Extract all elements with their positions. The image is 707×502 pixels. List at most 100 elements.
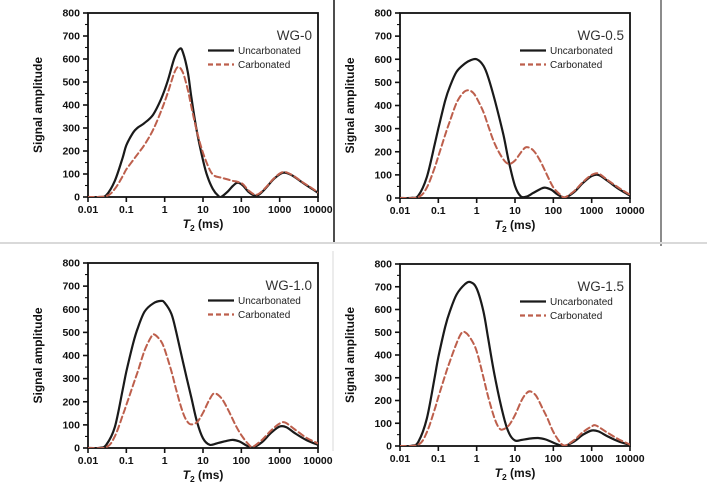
x-tick-label: 0.01 bbox=[78, 204, 99, 216]
x-tick-label: 0.01 bbox=[78, 455, 99, 467]
y-tick-label: 600 bbox=[374, 304, 392, 316]
panel-label: WG-0.5 bbox=[577, 28, 624, 43]
y-tick-label: 800 bbox=[374, 259, 392, 271]
x-tick-label: 10000 bbox=[303, 204, 332, 216]
legend-label: Carbonated bbox=[238, 60, 290, 71]
y-tick-label: 700 bbox=[62, 31, 80, 43]
y-tick-label: 500 bbox=[62, 77, 80, 89]
chart-panel-wg-1-0: 0 100 200 300 400 500 600 700 800 0.01 0.1 1 10 100 10… bbox=[0, 251, 350, 502]
y-tick-label: 0 bbox=[74, 443, 80, 455]
chart-wg-1-0: 0 100 200 300 400 500 600 700 800 0.01 0.1 1 10 100 10… bbox=[31, 258, 333, 485]
y-tick-label: 200 bbox=[62, 146, 80, 158]
x-tick-label: 10 bbox=[197, 455, 209, 467]
curve-uncarbonated bbox=[400, 57, 630, 198]
y-tick-label: 200 bbox=[374, 146, 392, 158]
column-divider-bottom-faint bbox=[332, 251, 334, 451]
y-tick-label: 700 bbox=[374, 31, 392, 43]
x-tick-label: 0.01 bbox=[390, 453, 411, 465]
x-tick-label: 10000 bbox=[303, 455, 332, 467]
curve-carbonated bbox=[88, 333, 318, 448]
chart-wg-0: 0 100 200 300 400 500 600 700 800 0.01 0.1 1 10 100 10… bbox=[31, 8, 333, 234]
legend-label: Carbonated bbox=[238, 310, 290, 321]
x-tick-label: 10000 bbox=[615, 205, 644, 217]
chart-wg-1-5: 0 100 200 300 400 500 600 700 800 0.01 0.1 1 10 100 10… bbox=[343, 259, 645, 483]
y-tick-label: 300 bbox=[374, 123, 392, 135]
chart-panel-wg-1-5: 0 100 200 300 400 500 600 700 800 0.01 0.1 1 10 100 10… bbox=[312, 251, 664, 502]
y-tick-label: 0 bbox=[74, 192, 80, 204]
x-tick-label: 1000 bbox=[268, 204, 292, 216]
chart-panel-wg-0-5: 0 100 200 300 400 500 600 700 800 0.01 0.1 1 10 100 10… bbox=[312, 0, 664, 246]
curve-carbonated bbox=[88, 65, 318, 197]
y-tick-label: 100 bbox=[62, 419, 80, 431]
y-tick-label: 400 bbox=[62, 350, 80, 362]
y-tick-label: 200 bbox=[62, 396, 80, 408]
y-axis-title: Signal amplitude bbox=[31, 307, 45, 403]
legend-label: Carbonated bbox=[550, 311, 602, 322]
y-axis-title: Signal amplitude bbox=[343, 57, 357, 153]
y-tick-label: 800 bbox=[62, 8, 80, 20]
x-tick-label: 10000 bbox=[615, 453, 644, 465]
y-axis-title: Signal amplitude bbox=[31, 57, 45, 153]
chart-panel-wg-0: 0 100 200 300 400 500 600 700 800 0.01 0.1 1 10 100 10… bbox=[0, 0, 350, 246]
x-axis-title: T2 (ms) bbox=[183, 468, 224, 484]
y-tick-label: 500 bbox=[62, 327, 80, 339]
x-tick-label: 10 bbox=[509, 205, 521, 217]
curve-uncarbonated bbox=[400, 280, 630, 446]
x-tick-label: 0.01 bbox=[390, 205, 411, 217]
legend-label: Uncarbonated bbox=[550, 46, 613, 57]
x-tick-label: 1 bbox=[162, 204, 168, 216]
y-tick-label: 600 bbox=[374, 54, 392, 66]
x-tick-label: 100 bbox=[233, 455, 251, 467]
y-tick-label: 800 bbox=[62, 258, 80, 270]
row-divider bbox=[0, 242, 707, 244]
x-tick-label: 100 bbox=[545, 205, 563, 217]
y-tick-label: 700 bbox=[62, 281, 80, 293]
x-tick-label: 0.1 bbox=[119, 455, 134, 467]
y-tick-label: 300 bbox=[62, 373, 80, 385]
column-divider-top-left bbox=[333, 0, 335, 243]
x-tick-label: 1000 bbox=[580, 453, 604, 465]
panel-label: WG-1.0 bbox=[265, 278, 312, 293]
y-tick-label: 100 bbox=[374, 169, 392, 181]
x-tick-label: 1000 bbox=[268, 455, 292, 467]
legend-label: Uncarbonated bbox=[238, 46, 301, 57]
column-divider-top-right bbox=[660, 0, 662, 246]
y-tick-label: 400 bbox=[374, 350, 392, 362]
x-tick-label: 10 bbox=[197, 204, 209, 216]
y-tick-label: 400 bbox=[62, 100, 80, 112]
legend-label: Uncarbonated bbox=[550, 297, 613, 308]
y-tick-label: 100 bbox=[62, 169, 80, 181]
y-tick-label: 100 bbox=[374, 418, 392, 430]
y-axis-title: Signal amplitude bbox=[343, 307, 357, 403]
y-tick-label: 600 bbox=[62, 54, 80, 66]
curve-carbonated bbox=[400, 89, 630, 198]
y-tick-label: 400 bbox=[374, 100, 392, 112]
x-axis-title: T2 (ms) bbox=[495, 466, 536, 482]
curve-carbonated bbox=[400, 330, 630, 446]
panel-label: WG-1.5 bbox=[577, 279, 624, 294]
x-tick-label: 100 bbox=[233, 204, 251, 216]
x-axis-title: T2 (ms) bbox=[183, 217, 224, 233]
panel-label: WG-0 bbox=[277, 28, 312, 43]
y-tick-label: 600 bbox=[62, 304, 80, 316]
legend-label: Carbonated bbox=[550, 60, 602, 71]
x-tick-label: 1 bbox=[474, 205, 480, 217]
x-tick-label: 0.1 bbox=[431, 453, 446, 465]
y-tick-label: 300 bbox=[374, 372, 392, 384]
y-tick-label: 800 bbox=[374, 8, 392, 20]
y-tick-label: 500 bbox=[374, 327, 392, 339]
y-tick-label: 0 bbox=[386, 441, 392, 453]
x-tick-label: 1 bbox=[474, 453, 480, 465]
x-tick-label: 0.1 bbox=[431, 205, 446, 217]
y-tick-label: 200 bbox=[374, 395, 392, 407]
curve-uncarbonated bbox=[88, 299, 318, 448]
x-tick-label: 0.1 bbox=[119, 204, 134, 216]
y-tick-label: 700 bbox=[374, 281, 392, 293]
legend-label: Uncarbonated bbox=[238, 296, 301, 307]
x-tick-label: 10 bbox=[509, 453, 521, 465]
x-tick-label: 100 bbox=[545, 453, 563, 465]
y-tick-label: 0 bbox=[386, 193, 392, 205]
x-tick-label: 1 bbox=[162, 455, 168, 467]
x-tick-label: 1000 bbox=[580, 205, 604, 217]
